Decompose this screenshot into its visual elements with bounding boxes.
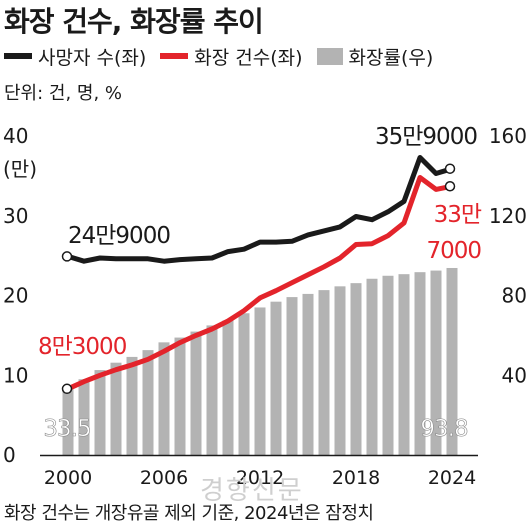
rate-bar-2015 — [302, 293, 314, 455]
label-cremations-last-line2: 7000 — [426, 238, 481, 264]
marker-deaths-first — [61, 251, 73, 262]
left-axis-unit: (만) — [3, 157, 37, 181]
marker-cremations-last — [444, 180, 456, 192]
rate-bar-2012 — [254, 307, 266, 455]
rate-bar-2016 — [318, 290, 330, 455]
chart-title: 화장 건수, 화장률 추이 — [4, 5, 264, 38]
rate-bar-2020 — [382, 275, 394, 455]
rate-bar-2008 — [190, 331, 202, 455]
x-tick-label-2000: 2000 — [44, 467, 92, 489]
label-rate-last: 93.8 — [420, 416, 468, 442]
rate-bar-2002 — [94, 370, 106, 455]
legend-swatch-cremations — [160, 53, 189, 59]
rate-bar-2011 — [238, 313, 250, 455]
rate-bar-2019 — [366, 278, 378, 455]
right-tick-label-120: 120 — [489, 204, 527, 228]
legend-item-deaths: 사망자 수(좌) — [4, 43, 146, 70]
legend-label-rate: 화장률(우) — [348, 46, 434, 69]
rate-bar-2001 — [78, 379, 90, 455]
rate-bar-2021 — [398, 274, 410, 455]
marker-deaths-last — [444, 163, 456, 174]
rate-bar-2024 — [446, 267, 458, 455]
legend-swatch-deaths — [4, 53, 32, 59]
legend-label-cremations: 화장 건수(좌) — [194, 46, 303, 69]
label-rate-first: 33.5 — [43, 416, 90, 442]
x-tick-label-2012: 2012 — [236, 467, 284, 489]
legend-item-rate: 화장률(우) — [316, 43, 434, 70]
x-tick-label-2018: 2018 — [332, 467, 380, 489]
legend-label-deaths: 사망자 수(좌) — [38, 46, 147, 69]
rate-bar-2017 — [334, 286, 346, 455]
rate-bar-2022 — [414, 272, 426, 455]
right-tick-label-160: 160 — [489, 124, 527, 148]
left-tick-label-40: 40 — [3, 124, 28, 148]
x-tick-label-2006: 2006 — [140, 467, 188, 489]
x-tick-label-2024: 2024 — [428, 467, 476, 489]
footnote: 화장 건수는 개장유골 제외 기준, 2024년은 잠정치 — [4, 503, 374, 524]
legend: 사망자 수(좌) 화장 건수(좌) 화장률(우) — [4, 43, 447, 69]
right-tick-label-80: 80 — [502, 284, 527, 308]
left-tick-label-0: 0 — [3, 443, 16, 467]
legend-item-cremations: 화장 건수(좌) — [160, 43, 303, 70]
rate-bar-2013 — [270, 301, 282, 455]
label-cremations-first: 8만3000 — [38, 334, 127, 360]
rate-bar-2014 — [286, 297, 298, 455]
right-tick-label-40: 40 — [502, 363, 527, 387]
left-tick-label-10: 10 — [3, 363, 28, 387]
marker-cremations-first — [61, 383, 73, 395]
label-deaths-last: 35만9000 — [375, 124, 477, 150]
label-cremations-last-line1: 33만 — [434, 202, 482, 228]
rate-bar-2000 — [62, 388, 74, 455]
rate-bar-2018 — [350, 283, 362, 455]
label-deaths-first: 24만9000 — [68, 223, 170, 249]
rate-bar-2023 — [430, 270, 442, 455]
legend-swatch-rate — [316, 47, 343, 65]
left-tick-label-30: 30 — [3, 204, 28, 228]
rate-bar-2003 — [110, 362, 122, 455]
cremations-line — [65, 175, 455, 392]
rate-bar-2005 — [142, 350, 154, 455]
deaths-line — [65, 155, 455, 264]
rate-bar-2009 — [206, 325, 218, 455]
rate-bar-2010 — [222, 320, 234, 455]
watermark: 경향신문 — [200, 476, 304, 506]
rate-bar-2006 — [158, 342, 170, 455]
rate-bar-2004 — [126, 356, 138, 455]
rate-bar-2007 — [174, 337, 186, 455]
left-tick-label-20: 20 — [3, 284, 28, 308]
unit-note: 단위: 건, 명, % — [4, 83, 123, 104]
